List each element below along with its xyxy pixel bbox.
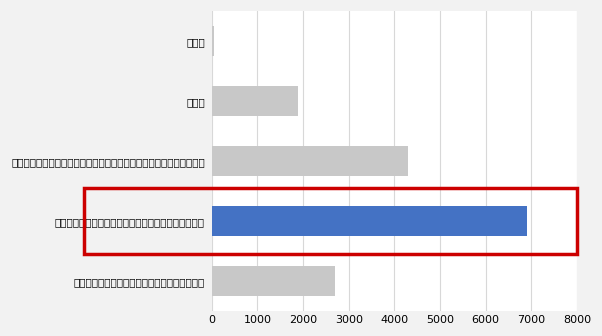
- Bar: [212, 146, 408, 176]
- Bar: [84, 188, 577, 254]
- Bar: [212, 86, 299, 116]
- Bar: [212, 206, 527, 236]
- Bar: [212, 26, 214, 56]
- Bar: [212, 266, 335, 296]
